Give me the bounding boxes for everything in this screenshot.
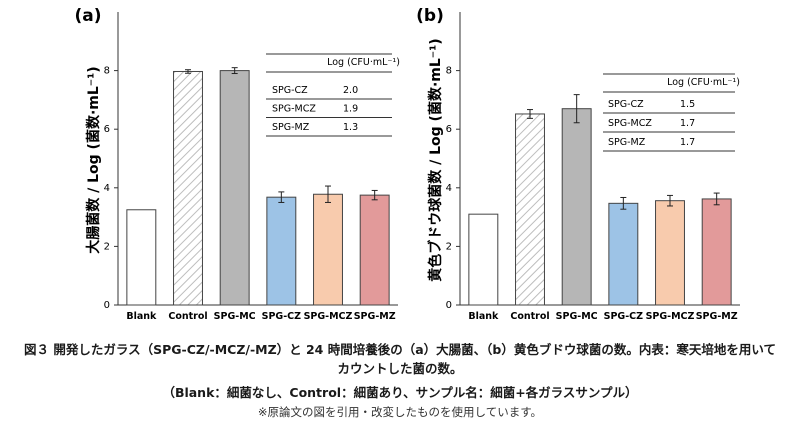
y-axis-label: 大腸菌数 / Log (菌数·mL⁻¹)	[85, 66, 102, 253]
y-tick-label: 8	[446, 66, 452, 77]
inset-table-value: 1.3	[343, 122, 358, 133]
caption-line-1: 図３ 開発したガラス（SPG-CZ/-MCZ/-MZ）と 24 時間培養後の（a…	[24, 342, 776, 357]
inset-table-header: Log (CFU·mL⁻¹)	[327, 57, 400, 68]
panel-b-chart: (b) 黄色ブドウ球菌数 / Log (菌数·mL⁻¹) 0 2 4 6 8 Blank Con…	[416, 6, 740, 322]
inset-table-sample: SPG-MZ	[608, 137, 646, 148]
x-tick-label: SPG-CZ	[604, 311, 644, 322]
inset-table-sample: SPG-CZ	[608, 99, 644, 110]
panel-label: (a)	[74, 6, 101, 26]
y-tick-label: 8	[104, 66, 110, 77]
bar	[126, 209, 157, 306]
caption-line-2: カウントした菌の数。	[337, 361, 463, 376]
figure-caption: 図３ 開発したガラス（SPG-CZ/-MCZ/-MZ）と 24 時間培養後の（a…	[0, 340, 800, 378]
bar	[655, 200, 685, 306]
panel-label: (b)	[416, 6, 444, 26]
panel-a-chart: (a) 大腸菌数 / Log (菌数·mL⁻¹) 0 2 4 6 8 Blank Control…	[74, 6, 399, 322]
x-tick-label: Control	[510, 311, 549, 322]
x-tick-label: SPG-CZ	[262, 311, 302, 322]
y-axis-label: 黄色ブドウ球菌数 / Log (菌数·mL⁻¹)	[427, 38, 444, 281]
inset-table-background	[266, 52, 392, 149]
bar	[266, 196, 297, 306]
inset-table-value: 1.9	[343, 104, 358, 115]
x-tick-label: Blank	[468, 311, 499, 322]
y-tick-label: 2	[104, 241, 110, 252]
bar	[313, 193, 343, 306]
caption-source-note: ※原論文の図を引用・改変したものを使用しています。	[257, 405, 543, 419]
y-tick-label: 0	[446, 300, 452, 311]
inset-table-sample: SPG-MCZ	[272, 104, 316, 115]
y-tick-label: 0	[104, 300, 110, 311]
inset-table-value: 1.5	[680, 99, 695, 110]
x-tick-label: SPG-MZ	[696, 311, 738, 322]
caption-legend-note: （Blank：細菌なし、Control：細菌あり、サンプル名：細菌+各ガラスサン…	[162, 385, 638, 400]
x-tick-label: SPG-MC	[214, 311, 256, 322]
bar	[701, 198, 732, 306]
y-tick-label: 2	[446, 241, 452, 252]
inset-table-value: 2.0	[343, 85, 358, 96]
y-tick-label: 6	[104, 124, 110, 135]
y-tick-label: 6	[446, 124, 452, 135]
x-tick-label: Blank	[126, 311, 157, 322]
inset-table-background	[603, 72, 735, 164]
inset-table-header: Log (CFU·mL⁻¹)	[667, 77, 740, 88]
x-tick-label: Control	[168, 311, 207, 322]
x-tick-label: SPG-MCZ	[646, 311, 695, 322]
figure: (a) 大腸菌数 / Log (菌数·mL⁻¹) 0 2 4 6 8 Blank Control…	[74, 6, 740, 322]
inset-table-value: 1.7	[680, 137, 695, 148]
x-tick-label: SPG-MC	[556, 311, 598, 322]
inset-table-sample: SPG-MCZ	[608, 118, 652, 129]
bar	[219, 70, 250, 306]
x-tick-label: SPG-MZ	[354, 311, 396, 322]
bar	[515, 113, 545, 306]
bar	[561, 108, 592, 306]
bar	[359, 194, 390, 306]
x-tick-label: SPG-MCZ	[304, 311, 353, 322]
inset-table-sample: SPG-CZ	[272, 85, 308, 96]
bar	[173, 70, 203, 306]
y-tick-label: 4	[446, 183, 452, 194]
inset-table-value: 1.7	[680, 118, 695, 129]
bar	[608, 202, 639, 306]
bar	[468, 213, 499, 306]
inset-table-sample: SPG-MZ	[272, 122, 310, 133]
y-tick-label: 4	[104, 183, 110, 194]
